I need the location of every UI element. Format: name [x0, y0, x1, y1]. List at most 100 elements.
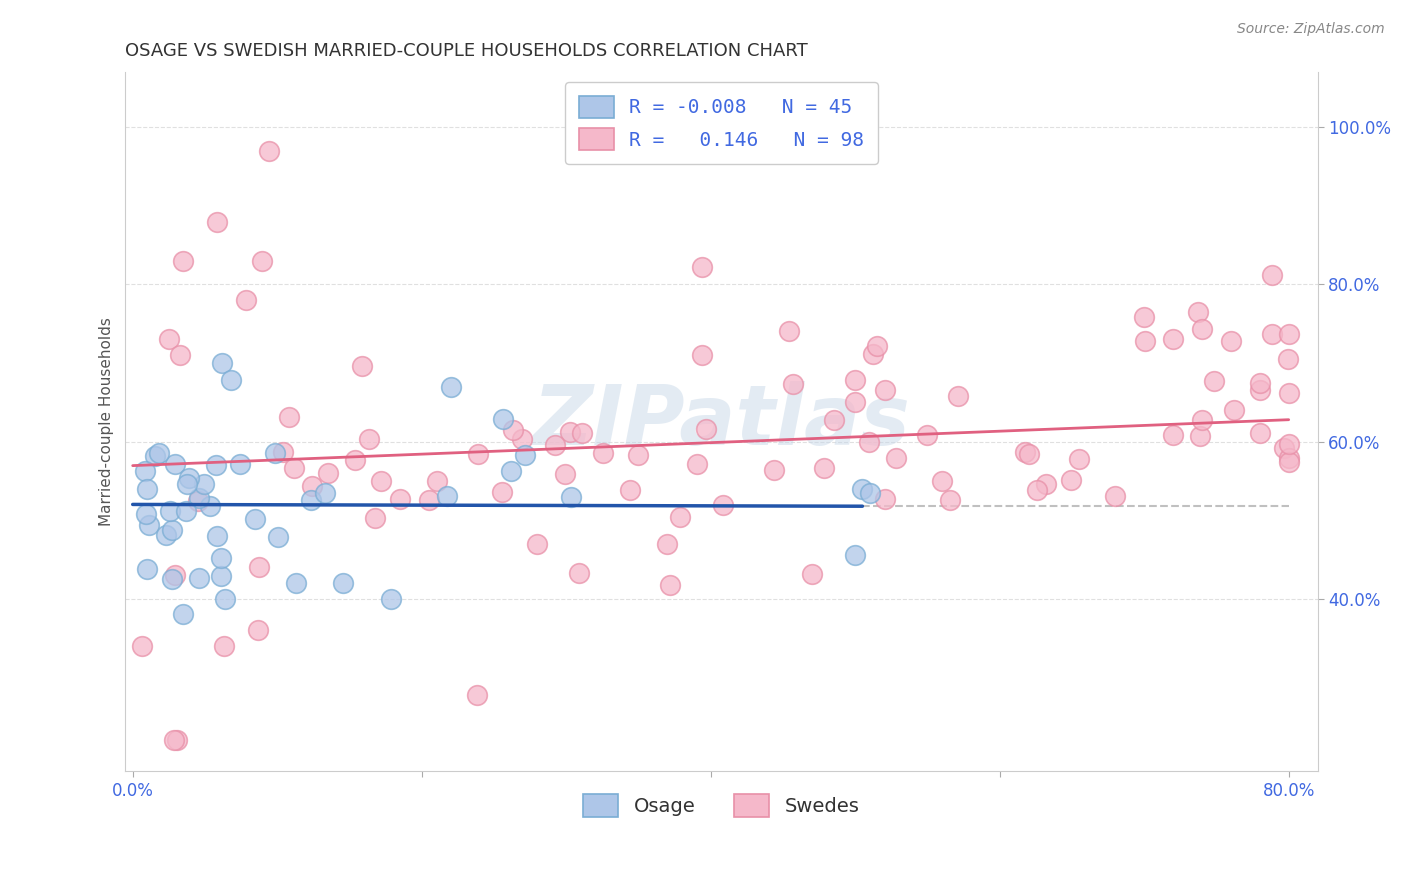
Point: [166, 733, 188, 747]
Point: [271, 445, 294, 459]
Point: [1278, 386, 1301, 401]
Point: [357, 432, 380, 446]
Point: [283, 461, 305, 475]
Point: [160, 523, 183, 537]
Point: [1191, 413, 1213, 427]
Point: [858, 434, 880, 449]
Point: [1278, 451, 1301, 466]
Point: [138, 518, 160, 533]
Point: [207, 529, 229, 543]
Point: [143, 450, 166, 464]
Point: [844, 549, 866, 563]
Point: [266, 530, 288, 544]
Point: [917, 428, 939, 442]
Point: [436, 489, 458, 503]
Point: [1133, 334, 1156, 348]
Point: [1035, 477, 1057, 491]
Point: [554, 467, 576, 481]
Point: [247, 560, 270, 574]
Point: [659, 578, 682, 592]
Point: [176, 476, 198, 491]
Point: [332, 575, 354, 590]
Point: [627, 448, 650, 462]
Point: [1249, 425, 1271, 440]
Point: [284, 575, 307, 590]
Point: [1067, 452, 1090, 467]
Point: [1060, 473, 1083, 487]
Point: [157, 333, 180, 347]
Point: [278, 410, 301, 425]
Text: ZIPatlas: ZIPatlas: [533, 382, 911, 462]
Point: [235, 293, 257, 308]
Point: [763, 463, 786, 477]
Point: [1261, 268, 1284, 282]
Point: [946, 389, 969, 403]
Point: [135, 507, 157, 521]
Point: [491, 484, 513, 499]
Point: [560, 490, 582, 504]
Point: [1014, 445, 1036, 459]
Point: [544, 438, 567, 452]
Point: [177, 470, 200, 484]
Point: [1104, 490, 1126, 504]
Point: [160, 572, 183, 586]
Point: [1187, 305, 1209, 319]
Point: [136, 482, 159, 496]
Point: [1249, 376, 1271, 391]
Point: [301, 479, 323, 493]
Point: [813, 461, 835, 475]
Point: [155, 527, 177, 541]
Point: [1272, 441, 1295, 455]
Point: [263, 446, 285, 460]
Point: [695, 423, 717, 437]
Point: [426, 475, 449, 489]
Point: [187, 493, 209, 508]
Point: [592, 446, 614, 460]
Point: [314, 486, 336, 500]
Point: [1133, 310, 1156, 325]
Point: [1277, 351, 1299, 366]
Point: [859, 485, 882, 500]
Point: [499, 464, 522, 478]
Point: [778, 324, 800, 338]
Point: [187, 491, 209, 505]
Point: [209, 551, 232, 566]
Point: [344, 452, 367, 467]
Point: [205, 214, 228, 228]
Point: [380, 591, 402, 606]
Point: [1161, 428, 1184, 442]
Point: [512, 432, 534, 446]
Point: [1202, 374, 1225, 388]
Point: [657, 537, 679, 551]
Point: [1278, 326, 1301, 341]
Point: [862, 346, 884, 360]
Point: [1278, 455, 1301, 469]
Point: [1219, 334, 1241, 348]
Point: [243, 512, 266, 526]
Point: [148, 446, 170, 460]
Point: [198, 499, 221, 513]
Point: [1161, 332, 1184, 346]
Point: [219, 372, 242, 386]
Point: [571, 426, 593, 441]
Point: [931, 474, 953, 488]
Point: [257, 144, 280, 158]
Point: [875, 492, 897, 507]
Point: [172, 254, 194, 268]
Point: [370, 475, 392, 489]
Text: OSAGE VS SWEDISH MARRIED-COUPLE HOUSEHOLDS CORRELATION CHART: OSAGE VS SWEDISH MARRIED-COUPLE HOUSEHOL…: [125, 42, 808, 60]
Point: [352, 359, 374, 373]
Point: [844, 395, 866, 409]
Point: [467, 447, 489, 461]
Y-axis label: Married-couple Households: Married-couple Households: [100, 318, 114, 526]
Point: [1261, 327, 1284, 342]
Point: [418, 493, 440, 508]
Point: [301, 493, 323, 508]
Point: [131, 639, 153, 653]
Point: [388, 491, 411, 506]
Point: [668, 509, 690, 524]
Point: [188, 571, 211, 585]
Point: [690, 348, 713, 362]
Point: [214, 591, 236, 606]
Point: [228, 457, 250, 471]
